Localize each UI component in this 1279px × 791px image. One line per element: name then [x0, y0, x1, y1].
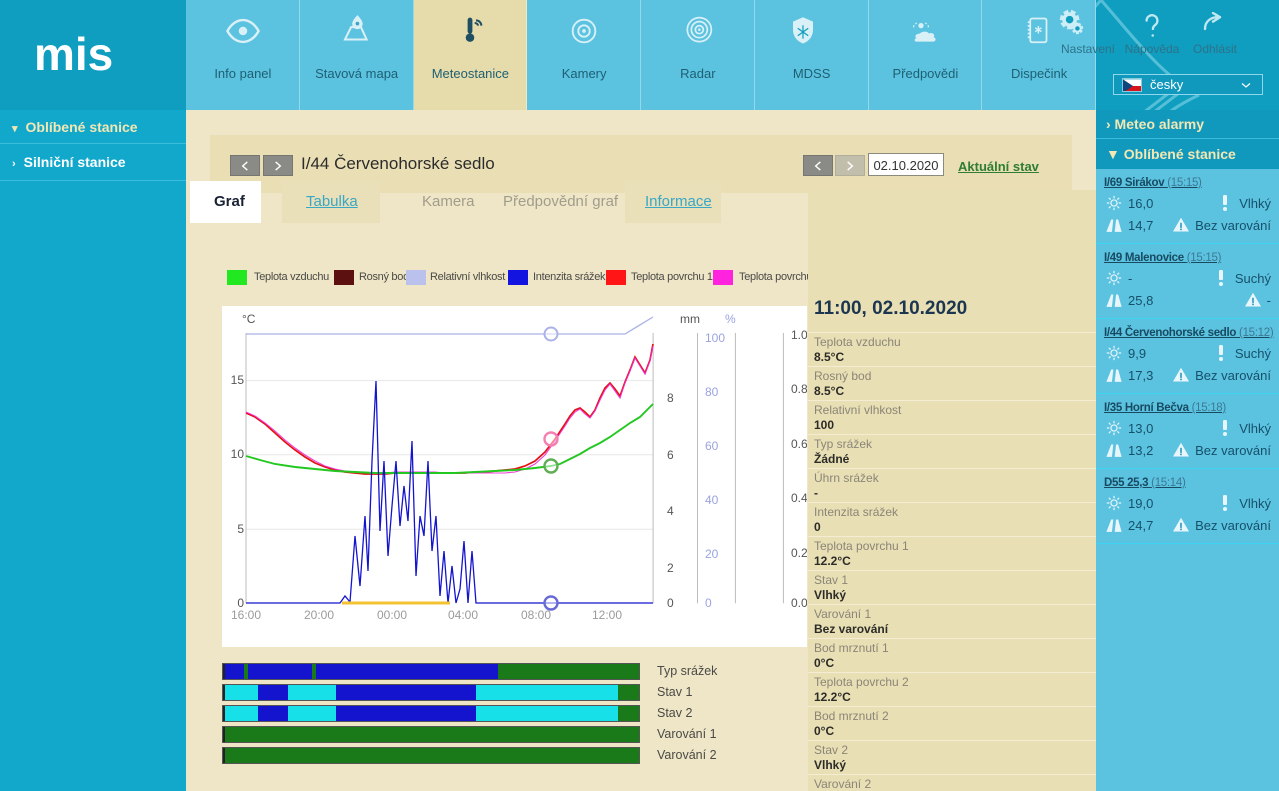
svg-text:6: 6 [667, 448, 674, 462]
svg-text:12:00: 12:00 [592, 608, 622, 622]
svg-text:0.0: 0.0 [791, 596, 807, 610]
svg-text:16:00: 16:00 [231, 608, 261, 622]
svg-text:100: 100 [705, 331, 725, 345]
svg-text:08:00: 08:00 [521, 608, 551, 622]
svg-text:0: 0 [667, 596, 674, 610]
svg-text:10: 10 [231, 447, 245, 461]
svg-text:20: 20 [705, 547, 719, 561]
svg-text:0.4: 0.4 [791, 491, 807, 505]
svg-text:2: 2 [667, 561, 674, 575]
svg-text:5: 5 [237, 522, 244, 536]
svg-text:1.0: 1.0 [791, 328, 807, 342]
svg-text:%: % [725, 312, 736, 326]
svg-text:04:00: 04:00 [448, 608, 478, 622]
svg-text:°C: °C [242, 312, 256, 326]
svg-text:60: 60 [705, 439, 719, 453]
svg-text:mis: mis [34, 32, 113, 78]
svg-text:40: 40 [705, 493, 719, 507]
svg-text:8: 8 [667, 391, 674, 405]
svg-text:4: 4 [667, 504, 674, 518]
svg-text:mm: mm [680, 312, 700, 326]
svg-text:80: 80 [705, 385, 719, 399]
svg-text:15: 15 [231, 373, 245, 387]
svg-text:0.2: 0.2 [791, 546, 807, 560]
svg-text:00:00: 00:00 [377, 608, 407, 622]
svg-text:0: 0 [705, 596, 712, 610]
svg-text:0.8: 0.8 [791, 382, 807, 396]
svg-text:0.6: 0.6 [791, 437, 807, 451]
svg-text:20:00: 20:00 [304, 608, 334, 622]
